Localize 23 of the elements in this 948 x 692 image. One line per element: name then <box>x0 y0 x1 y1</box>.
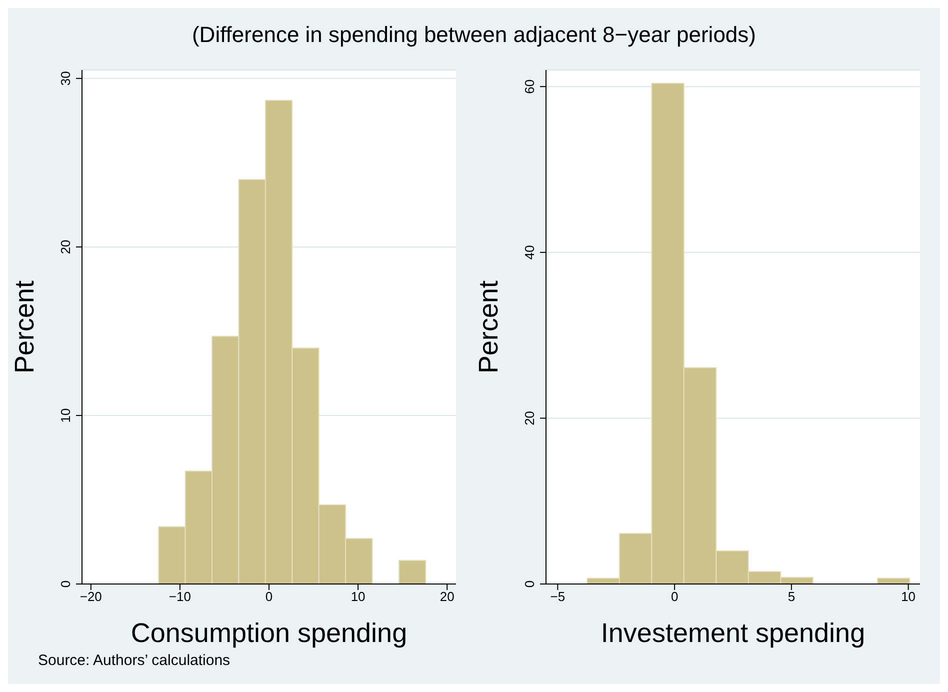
x-tick-label: −5 <box>550 589 566 604</box>
x-tick-label: 20 <box>440 589 454 604</box>
x-tick-label: 0 <box>670 589 678 604</box>
y-tick-label: 0 <box>522 580 537 588</box>
x-tick-label: 10 <box>350 589 366 604</box>
y-tick-label: 20 <box>522 410 537 426</box>
x-tick-label: −10 <box>168 589 191 604</box>
x-tick-label: 5 <box>788 589 796 604</box>
y-tick-label: 20 <box>58 240 73 254</box>
y-axis-title: Percent <box>474 280 504 374</box>
x-tick-label: −20 <box>80 589 102 604</box>
y-tick-label: 0 <box>58 580 73 588</box>
y-tick-label: 10 <box>58 408 73 423</box>
y-tick-label: 30 <box>58 71 73 86</box>
x-tick-label: 0 <box>265 589 273 604</box>
chart-title: (Difference in spending between adjacent 8−year periods) <box>190 21 757 49</box>
y-axis-title: Percent <box>10 280 40 374</box>
y-tick-label: 60 <box>522 79 537 94</box>
x-axis-title: Investement spending <box>600 618 866 648</box>
source-note: Source: Authors’ calculations <box>37 651 232 669</box>
x-tick-label: 10 <box>901 589 916 604</box>
y-tick-label: 40 <box>522 245 537 260</box>
x-axis-title: Consumption spending <box>130 618 408 648</box>
